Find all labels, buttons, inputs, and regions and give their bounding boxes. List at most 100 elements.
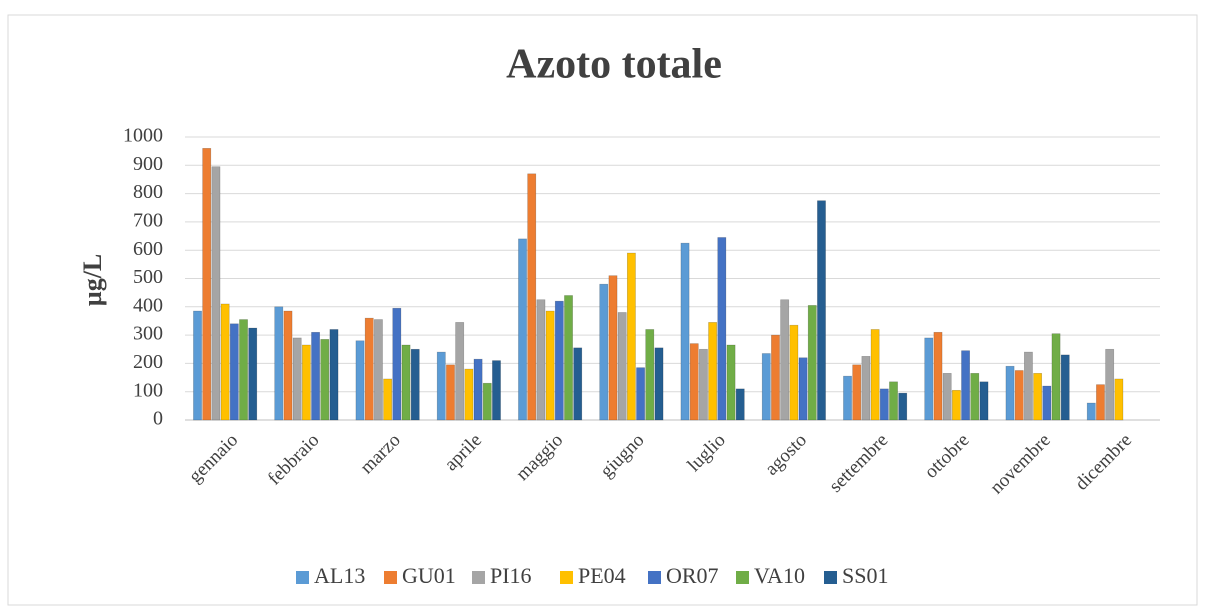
bar [817,200,826,421]
bar [518,238,527,421]
chart-title: Azoto totale [506,42,722,88]
bar [239,319,248,421]
bar [410,348,420,421]
legend-label: AL13 [314,563,365,588]
bar [311,331,320,421]
bar [473,358,483,421]
bar [1024,351,1033,421]
bar [726,344,736,421]
bar [274,306,284,421]
bar [636,367,645,421]
legend-swatch [736,571,749,584]
bar [1033,373,1043,421]
y-tick-label: 900 [133,153,163,175]
bar [961,350,970,421]
bar [564,295,573,421]
bar [193,310,202,421]
y-tick-label: 600 [133,238,163,260]
bar [436,351,446,421]
bar [355,340,365,421]
bar [689,343,699,421]
bar [374,319,383,421]
bar [536,299,546,421]
bar [617,312,627,421]
legend-label: PE04 [578,563,626,588]
bar [1060,354,1070,421]
bar [942,373,952,421]
y-tick-label: 700 [133,209,163,231]
bar [329,329,339,421]
bar [283,310,293,421]
y-tick-label: 100 [133,379,163,401]
bar [464,368,474,421]
bar [807,305,817,421]
bar [1051,333,1061,421]
legend-swatch [296,571,309,584]
y-tick-label: 200 [133,351,163,373]
bar [364,317,374,421]
bar [320,339,330,421]
bar [492,360,501,421]
bar [889,381,898,421]
bar [861,356,871,421]
legend-label: SS01 [842,563,888,588]
bar [735,388,745,421]
legend-swatch [824,571,837,584]
bar [761,353,771,421]
bar [292,337,302,421]
y-tick-label: 300 [133,323,163,345]
bar [626,252,636,421]
legend-swatch [560,571,573,584]
y-tick-label: 0 [153,408,163,430]
bar [798,357,808,421]
bar [979,381,989,421]
bar [455,322,465,421]
bar [202,148,212,421]
bar [1042,385,1052,421]
bar [573,347,583,421]
bar [1014,370,1024,421]
bar [1096,384,1105,421]
bar [545,310,555,421]
bar [401,344,411,421]
legend-label: PI16 [490,563,532,588]
legend-swatch [472,571,485,584]
bar [970,373,980,421]
bar [870,329,880,421]
bar [843,375,852,421]
bar [229,323,239,421]
bar [211,166,221,421]
legend-label: VA10 [754,563,805,588]
bar [392,307,402,421]
bar [554,300,564,421]
y-tick-label: 800 [133,181,163,203]
bar [608,275,618,421]
bar [654,347,664,421]
bar [680,242,690,421]
bar [1114,378,1124,421]
bar [383,378,393,421]
legend-swatch [648,571,661,584]
y-axis-label: µg/L [78,254,107,307]
bar [1105,348,1115,421]
bar [446,364,455,421]
bar [852,364,862,421]
legend-label: GU01 [402,563,456,588]
bar [708,322,718,421]
bar [301,344,311,421]
bar [879,388,889,421]
bar [248,327,258,421]
bar [771,334,780,421]
bar [933,331,943,421]
bar [951,389,961,421]
bar [789,324,799,421]
bar [645,329,655,421]
bar [482,382,492,421]
bar [599,283,609,421]
bar [924,337,934,421]
bar [780,299,790,421]
bar [1086,402,1096,421]
y-tick-label: 1000 [123,125,163,147]
y-tick-label: 400 [133,294,163,316]
